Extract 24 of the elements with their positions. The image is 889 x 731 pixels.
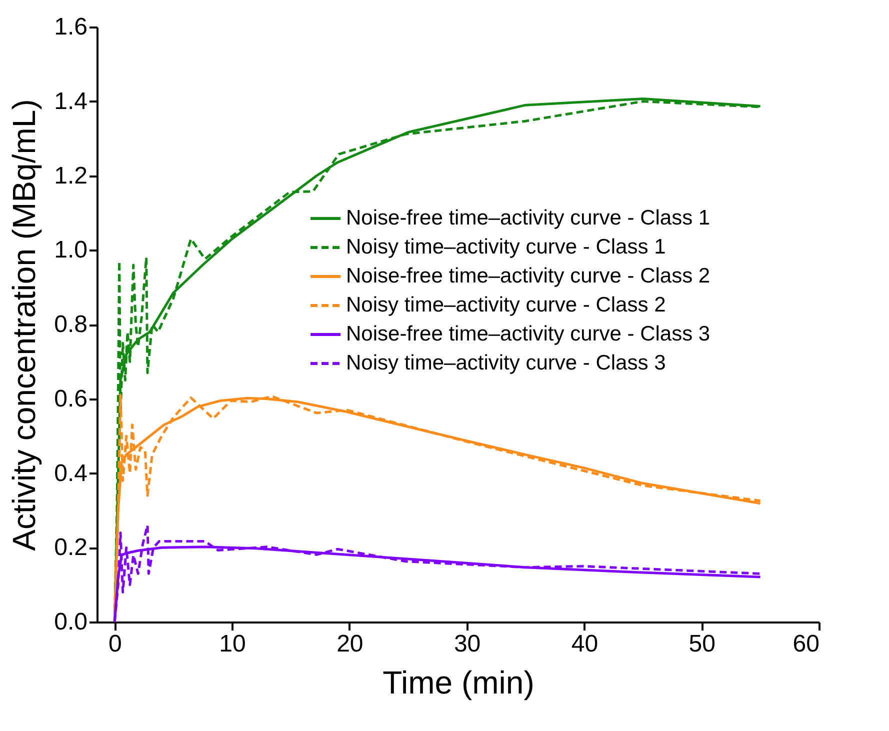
x-axis-title: Time (min): [382, 664, 534, 700]
y-tick-label: 1.4: [54, 88, 88, 115]
x-tick-label: 10: [219, 630, 246, 658]
y-tick-label: 0.4: [54, 460, 88, 487]
legend-label: Noisy time–activity curve - Class 3: [346, 352, 666, 374]
y-tick-label: 0.8: [54, 311, 88, 338]
legend-label: Noisy time–activity curve - Class 2: [346, 294, 666, 316]
legend-label: Noise-free time–activity curve - Class 3: [346, 322, 710, 346]
x-tick-label: 30: [454, 630, 481, 658]
y-tick-label: 1.2: [54, 162, 88, 190]
x-tick-label: 60: [792, 630, 820, 658]
x-tick-label: 50: [688, 630, 716, 658]
y-tick-label: 0.0: [54, 608, 88, 636]
y-tick-label: 1.6: [54, 14, 88, 40]
y-axis-title: Activity concentration (MBq/mL): [6, 99, 42, 551]
y-tick-label: 0.2: [54, 534, 88, 562]
x-tick-label: 40: [571, 630, 598, 658]
x-tick-label: 20: [336, 630, 364, 658]
legend-label: Noise-free time–activity curve - Class 2: [346, 264, 710, 288]
y-tick-label: 0.6: [54, 385, 88, 412]
legend-label: Noisy time–activity curve - Class 1: [346, 236, 666, 258]
x-tick-label: 0: [108, 630, 122, 658]
legend-label: Noise-free time–activity curve - Class 1: [346, 206, 710, 230]
y-tick-label: 1.0: [54, 236, 88, 264]
